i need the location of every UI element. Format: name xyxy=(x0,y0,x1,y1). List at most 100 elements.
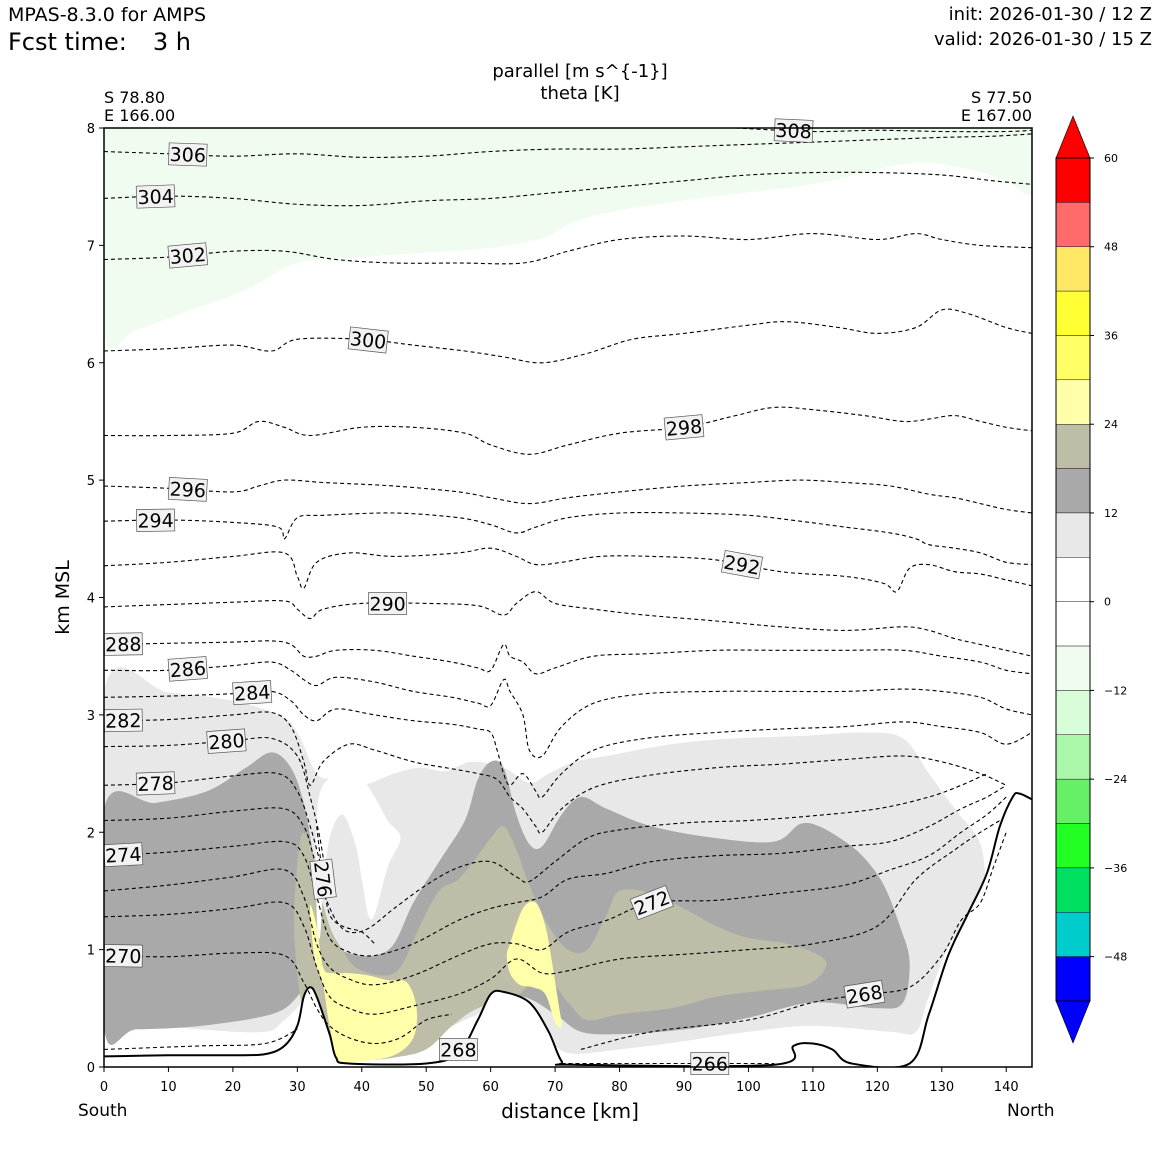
left-endpoint-coords: S 78.80 E 166.00 xyxy=(104,89,175,125)
theta-label-box xyxy=(720,549,764,580)
x-tick-20: 20 xyxy=(225,1067,242,1095)
colorbar-bin-18-24 xyxy=(1055,424,1091,469)
colorbar-bin-30-36 xyxy=(1055,335,1091,381)
north-label: North xyxy=(1007,1101,1055,1121)
colorbar-bin-12-18 xyxy=(1055,468,1091,514)
colorbar-tick-60: 60 xyxy=(1090,152,1118,165)
x-tick-100: 100 xyxy=(736,1067,761,1095)
left-lon: E 166.00 xyxy=(104,106,176,125)
theta-label-296: 296 xyxy=(167,477,208,502)
y-tick-label: 3 xyxy=(87,709,95,724)
x-tick-label: 0 xyxy=(100,1080,108,1095)
theta-label-274: 274 xyxy=(103,842,144,868)
left-lat: S 78.80 xyxy=(104,88,166,107)
x-tick-label: 140 xyxy=(994,1080,1019,1095)
theta-label-268: 268 xyxy=(843,979,886,1009)
colorbar-tick-−36: −36 xyxy=(1090,862,1127,875)
theta-label-box xyxy=(439,1038,478,1061)
x-tick-50: 50 xyxy=(418,1067,435,1095)
colorbar-tick-36: 36 xyxy=(1090,329,1118,342)
y-tick-label: 7 xyxy=(87,239,95,254)
x-axis-label: distance [km] xyxy=(501,1099,639,1123)
x-tick-label: 80 xyxy=(611,1080,628,1095)
theta-label-288: 288 xyxy=(103,632,143,657)
theta-label-box xyxy=(629,885,674,921)
theta-label-box xyxy=(663,414,705,441)
y-tick-2: 2 xyxy=(87,826,104,841)
x-tick-10: 10 xyxy=(160,1067,177,1095)
x-tick-label: 50 xyxy=(418,1080,435,1095)
colorbar-under-arrow xyxy=(1055,1000,1091,1044)
theta-label-box xyxy=(135,184,176,209)
theta-label-text: 270 xyxy=(105,945,142,968)
theta-contour-272 xyxy=(104,796,1007,986)
x-tick-label: 60 xyxy=(482,1080,499,1095)
colorbar-frame xyxy=(1055,157,1091,1002)
theta-label-box xyxy=(232,680,273,706)
theta-contour-300 xyxy=(104,308,1032,364)
theta-label-box xyxy=(167,656,208,682)
x-axis: 0 10 20 30 40 50 60 70 80 90 100 110 120 130 140 xyxy=(100,1067,1019,1095)
colorbar-tick-label: −24 xyxy=(1104,773,1127,786)
fcst-value: 3 h xyxy=(152,28,191,56)
theta-label-box xyxy=(168,142,208,167)
theta-label-text: 274 xyxy=(105,844,142,868)
colorbar-bin-24-30 xyxy=(1055,379,1091,425)
y-tick-0: 0 xyxy=(87,1061,104,1076)
x-tick-120: 120 xyxy=(865,1067,890,1095)
theta-label-284: 284 xyxy=(232,680,273,706)
x-tick-60: 60 xyxy=(482,1067,499,1095)
x-tick-130: 130 xyxy=(929,1067,954,1095)
theta-label-box xyxy=(690,1052,730,1075)
theta-label-276: 276 xyxy=(309,858,337,900)
y-tick-5: 5 xyxy=(87,474,104,489)
wind-region-6 xyxy=(316,773,401,939)
theta-contour-268 xyxy=(580,832,1007,1050)
theta-label-box xyxy=(309,858,337,900)
init-time: init: 2026-01-30 / 12 Z xyxy=(948,4,1152,25)
colorbar-bin--36--30 xyxy=(1055,823,1091,869)
colorbar-tick-label: 12 xyxy=(1104,507,1118,520)
theta-label-box xyxy=(206,728,247,754)
theta-label-text: 284 xyxy=(233,682,271,706)
theta-label-text: 282 xyxy=(105,710,142,733)
theta-label-text: 304 xyxy=(137,186,174,209)
x-tick-label: 20 xyxy=(225,1080,242,1095)
colorbar-bin-6-12 xyxy=(1055,512,1091,558)
theta-label-text: 288 xyxy=(105,634,142,657)
theta-label-text: 278 xyxy=(137,773,174,796)
y-tick-6: 6 xyxy=(87,357,104,372)
colorbar-tick-label: 60 xyxy=(1104,152,1118,165)
theta-label-286: 286 xyxy=(167,656,208,682)
x-tick-label: 30 xyxy=(289,1080,306,1095)
theta-contour-288 xyxy=(104,640,1032,675)
theta-contour-280 xyxy=(104,736,327,880)
theta-contour-306 xyxy=(104,133,1032,158)
theta-contour-unlabeled-4 xyxy=(104,820,1001,1015)
x-tick-label: 90 xyxy=(676,1080,693,1095)
y-tick-label: 8 xyxy=(87,122,95,137)
theta-label-box xyxy=(843,979,886,1009)
x-tick-70: 70 xyxy=(547,1067,563,1095)
y-tick-label: 2 xyxy=(87,826,95,841)
x-tick-80: 80 xyxy=(611,1067,628,1095)
x-tick-0: 0 xyxy=(100,1067,108,1095)
wind-region-0 xyxy=(104,128,1032,349)
wind-shading-layer xyxy=(104,128,1032,1064)
x-tick-30: 30 xyxy=(289,1067,306,1095)
theta-label-text: 306 xyxy=(169,144,206,167)
colorbar-bin--48--42 xyxy=(1055,912,1091,957)
y-axis-label: km MSL xyxy=(52,560,74,635)
y-tick-3: 3 xyxy=(87,709,104,724)
terrain-fill xyxy=(104,793,1032,1067)
y-tick-label: 6 xyxy=(87,357,95,372)
colorbar-bin-36-42 xyxy=(1055,290,1091,336)
theta-label-304: 304 xyxy=(135,184,176,209)
colorbar-bin-48-54 xyxy=(1055,202,1091,247)
theta-label-text: 300 xyxy=(349,328,388,354)
theta-label-292: 292 xyxy=(720,549,764,580)
colorbar-bin-54-60 xyxy=(1055,157,1091,203)
theta-label-text: 268 xyxy=(440,1039,476,1061)
theta-label-box xyxy=(368,592,407,615)
theta-label-300: 300 xyxy=(347,326,389,354)
